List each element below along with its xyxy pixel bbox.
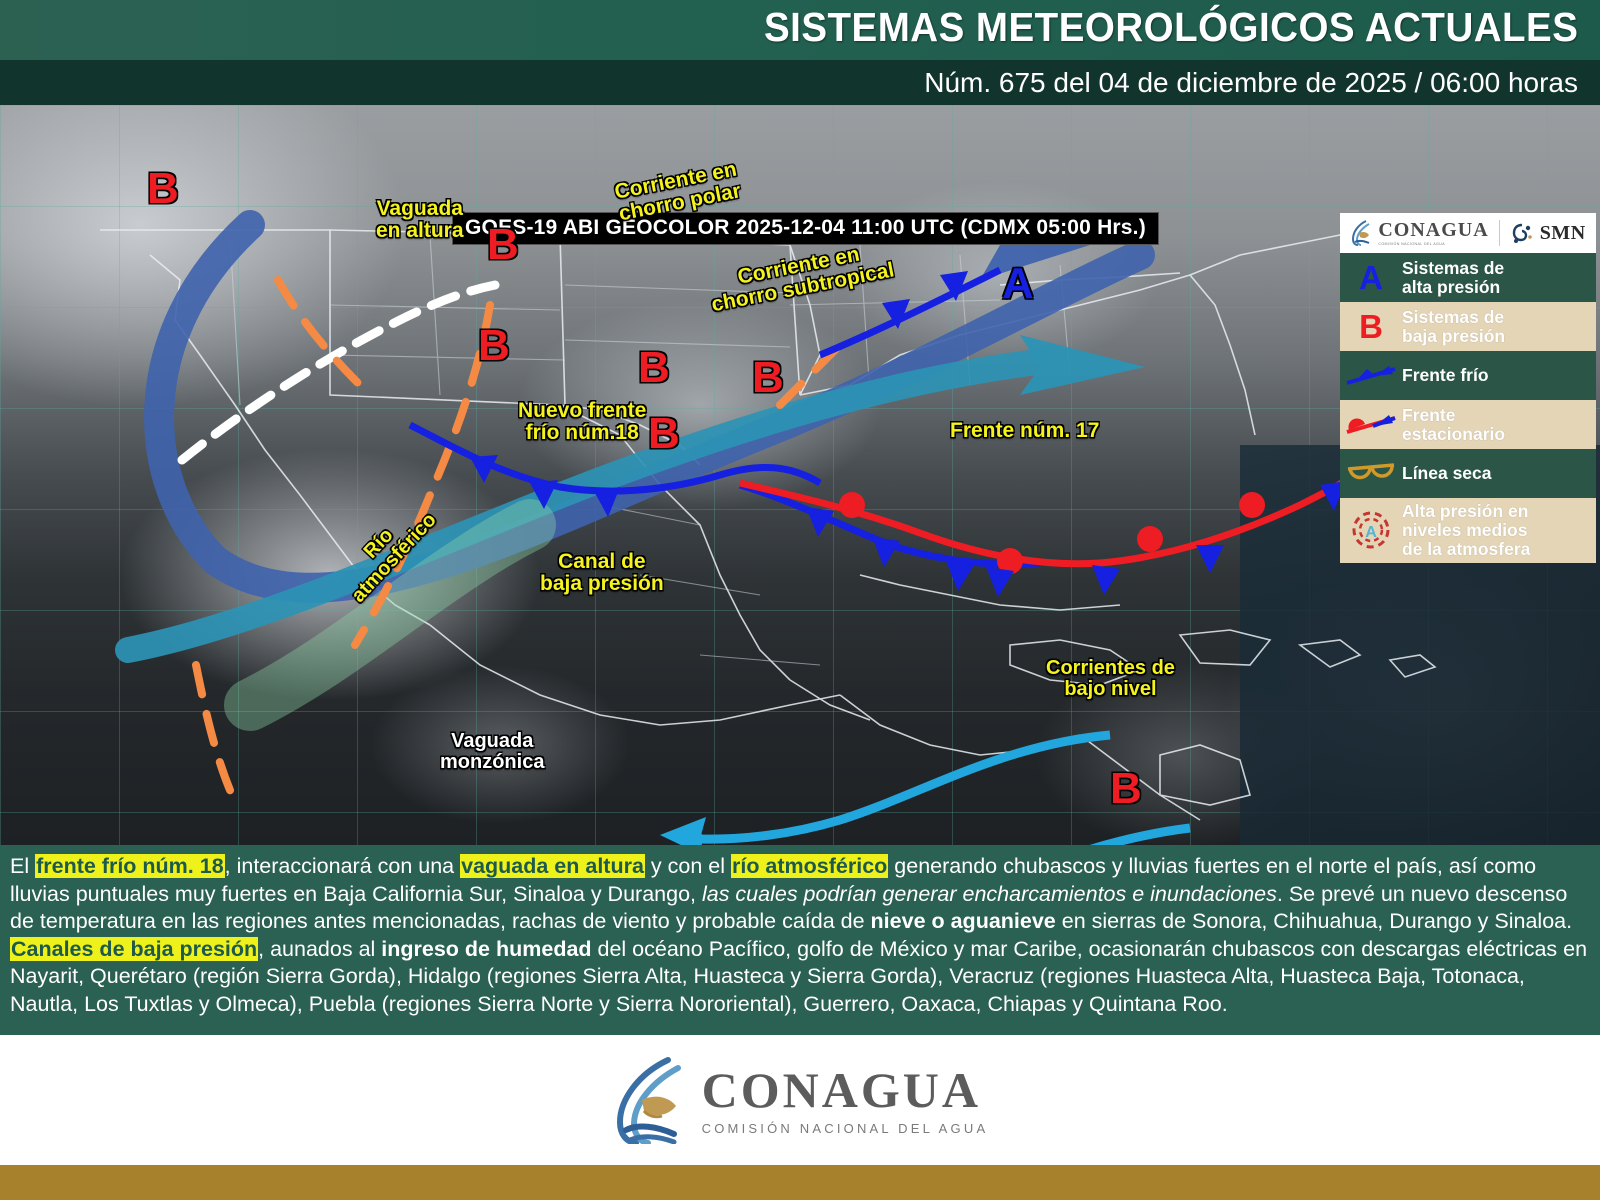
satellite-map: GOES-19 ABI GEOCOLOR 2025-12-04 11:00 UT… xyxy=(0,105,1600,845)
legend-row-baja-presion[interactable]: B Sistemas de baja presión xyxy=(1340,302,1596,351)
subtropical-jet-stream xyxy=(115,335,1145,663)
legend-row-alta-presion-niveles-medios[interactable]: A Alta presión en niveles medios de la a… xyxy=(1340,498,1596,563)
discussion-segment-11: Canales de baja presión xyxy=(10,936,259,961)
letter-B-red-icon: B xyxy=(1359,308,1383,345)
bulletin-number-date: Núm. 675 del 04 de diciembre de 2025 / 0… xyxy=(924,67,1578,98)
stationary-front-17 xyxy=(739,266,1347,597)
low-pressure-marker-gulf-north: B xyxy=(752,353,784,402)
annotation-nuevo-frente-frio-18: Nuevo frente frío núm.18 xyxy=(518,399,647,445)
page-header: SISTEMAS METEOROLÓGICOS ACTUALES xyxy=(0,0,1600,60)
legend-row-frente-estacionario[interactable]: Frente estacionario xyxy=(1340,400,1596,449)
discussion-segment-12: , aunados al xyxy=(258,936,382,961)
smn-wordmark: SMN xyxy=(1539,222,1586,244)
coastlines xyxy=(100,229,1437,821)
cold-front-icon xyxy=(1340,363,1402,389)
annotation-canal-de-baja-presion: Canal de baja presión xyxy=(540,550,664,596)
annotation-vaguada-monzonica: Vaguada monzónica xyxy=(440,730,545,773)
conagua-logo: CONAGUA COMISIÓN NACIONAL DEL AGUA xyxy=(1350,220,1488,246)
conagua-water-eagle-icon xyxy=(1352,220,1370,246)
discussion-segment-2: , interaccionará con una xyxy=(224,854,461,878)
mid-level-high-icon: A xyxy=(1340,508,1402,552)
discussion-segment-14: del océano Pacífico, golfo de México y m… xyxy=(10,936,1588,1016)
upper-level-trough xyxy=(177,280,500,465)
page-subheader: Núm. 675 del 04 de diciembre de 2025 / 0… xyxy=(0,60,1600,105)
smn-logo: SMN xyxy=(1510,221,1586,245)
annotation-vaguada-en-altura: Vaguada en altura xyxy=(376,197,464,243)
stationary-front-icon xyxy=(1340,412,1402,438)
annotation-corrientes-bajo-nivel: Corrientes de bajo nivel xyxy=(1046,657,1175,700)
footer-gold-bar xyxy=(0,1165,1600,1200)
discussion-segment-5: río atmosférico xyxy=(730,854,889,878)
conagua-wordmark: CONAGUA xyxy=(1378,219,1489,241)
legend-label-alta-presion-niveles-medios: Alta presión en niveles medios de la atm… xyxy=(1402,501,1531,559)
discussion-text: El frente frío núm. 18, interaccionará c… xyxy=(10,853,1590,1018)
legend-label-baja-presion: Sistemas de baja presión xyxy=(1402,306,1506,346)
legend-logo-bar: CONAGUA COMISIÓN NACIONAL DEL AGUA SMN xyxy=(1340,213,1596,253)
low-pressure-marker-tamaulipas: B xyxy=(648,409,680,458)
legend-label-frente-estacionario: Frente estacionario xyxy=(1402,404,1506,444)
low-level-jet-arrowhead-1 xyxy=(660,817,706,845)
high-pressure-marker-southeast-us: A xyxy=(1002,259,1034,308)
legend-row-frente-frio[interactable]: Frente frío xyxy=(1340,351,1596,400)
annotation-frente-num-17: Frente núm. 17 xyxy=(950,419,1100,442)
dry-line-icon xyxy=(1340,461,1402,487)
cold-front-gulf xyxy=(738,481,1041,591)
state-borders xyxy=(229,234,1071,666)
legend-label-frente-frio: Frente frío xyxy=(1402,365,1489,386)
discussion-panel: El frente frío núm. 18, interaccionará c… xyxy=(0,845,1600,1035)
satellite-timestamp-label: GOES-19 ABI GEOCOLOR 2025-12-04 11:00 UT… xyxy=(452,212,1159,245)
discussion-segment-6: generando chubascos y lluvias fuertes en… xyxy=(10,854,1537,906)
discussion-segment-10: en sierras de Sonora, Chihuahua, Durango… xyxy=(1055,909,1573,933)
map-legend: CONAGUA COMISIÓN NACIONAL DEL AGUA SMN xyxy=(1340,213,1596,563)
atmospheric-river xyxy=(224,499,556,731)
page-title: SISTEMAS METEOROLÓGICOS ACTUALES xyxy=(763,4,1578,50)
discussion-segment-4: y con el xyxy=(644,854,731,878)
low-pressure-marker-northeast-mexico: B xyxy=(478,321,510,370)
discussion-segment-13: ingreso de humedad xyxy=(381,936,592,961)
legend-row-alta-presion[interactable]: A Sistemas de alta presión xyxy=(1340,253,1596,302)
smn-spiral-icon xyxy=(1512,223,1532,243)
discussion-segment-8: . Se prevé un nuevo descenso de temperat… xyxy=(10,881,1568,934)
low-pressure-marker-sonora: B xyxy=(487,220,519,269)
footer-conagua-logo: CONAGUA COMISIÓN NACIONAL DEL AGUA xyxy=(612,1056,989,1144)
low-pressure-marker-caribbean: B xyxy=(1110,764,1142,813)
dry-lines xyxy=(192,276,852,799)
logo-divider xyxy=(1498,220,1500,246)
low-pressure-marker-gulf-west: B xyxy=(638,343,670,392)
discussion-segment-1: frente frío núm. 18 xyxy=(35,854,225,878)
conagua-subtitle: COMISIÓN NACIONAL DEL AGUA xyxy=(1378,242,1445,246)
legend-label-alta-presion: Sistemas de alta presión xyxy=(1402,257,1505,297)
footer-subtitle: COMISIÓN NACIONAL DEL AGUA xyxy=(701,1120,989,1136)
letter-A-blue-icon: A xyxy=(1359,259,1383,296)
cold-front-18 xyxy=(408,421,822,517)
low-pressure-marker-baja-california: B xyxy=(147,164,179,213)
svg-text:A: A xyxy=(1365,524,1377,541)
legend-row-linea-seca[interactable]: Línea seca xyxy=(1340,449,1596,498)
conagua-eagle-water-icon xyxy=(616,1057,681,1144)
legend-label-linea-seca: Línea seca xyxy=(1402,463,1492,484)
discussion-segment-3: vaguada en altura xyxy=(460,854,645,878)
discussion-segment-0: El xyxy=(10,854,36,878)
page-footer: CONAGUA COMISIÓN NACIONAL DEL AGUA xyxy=(0,1035,1600,1165)
discussion-segment-9: nieve o aguanieve xyxy=(870,909,1056,933)
footer-wordmark: CONAGUA xyxy=(701,1061,981,1118)
discussion-segment-7: las cuales podrían generar encharcamient… xyxy=(701,881,1277,906)
map-features-layer xyxy=(100,210,1437,845)
